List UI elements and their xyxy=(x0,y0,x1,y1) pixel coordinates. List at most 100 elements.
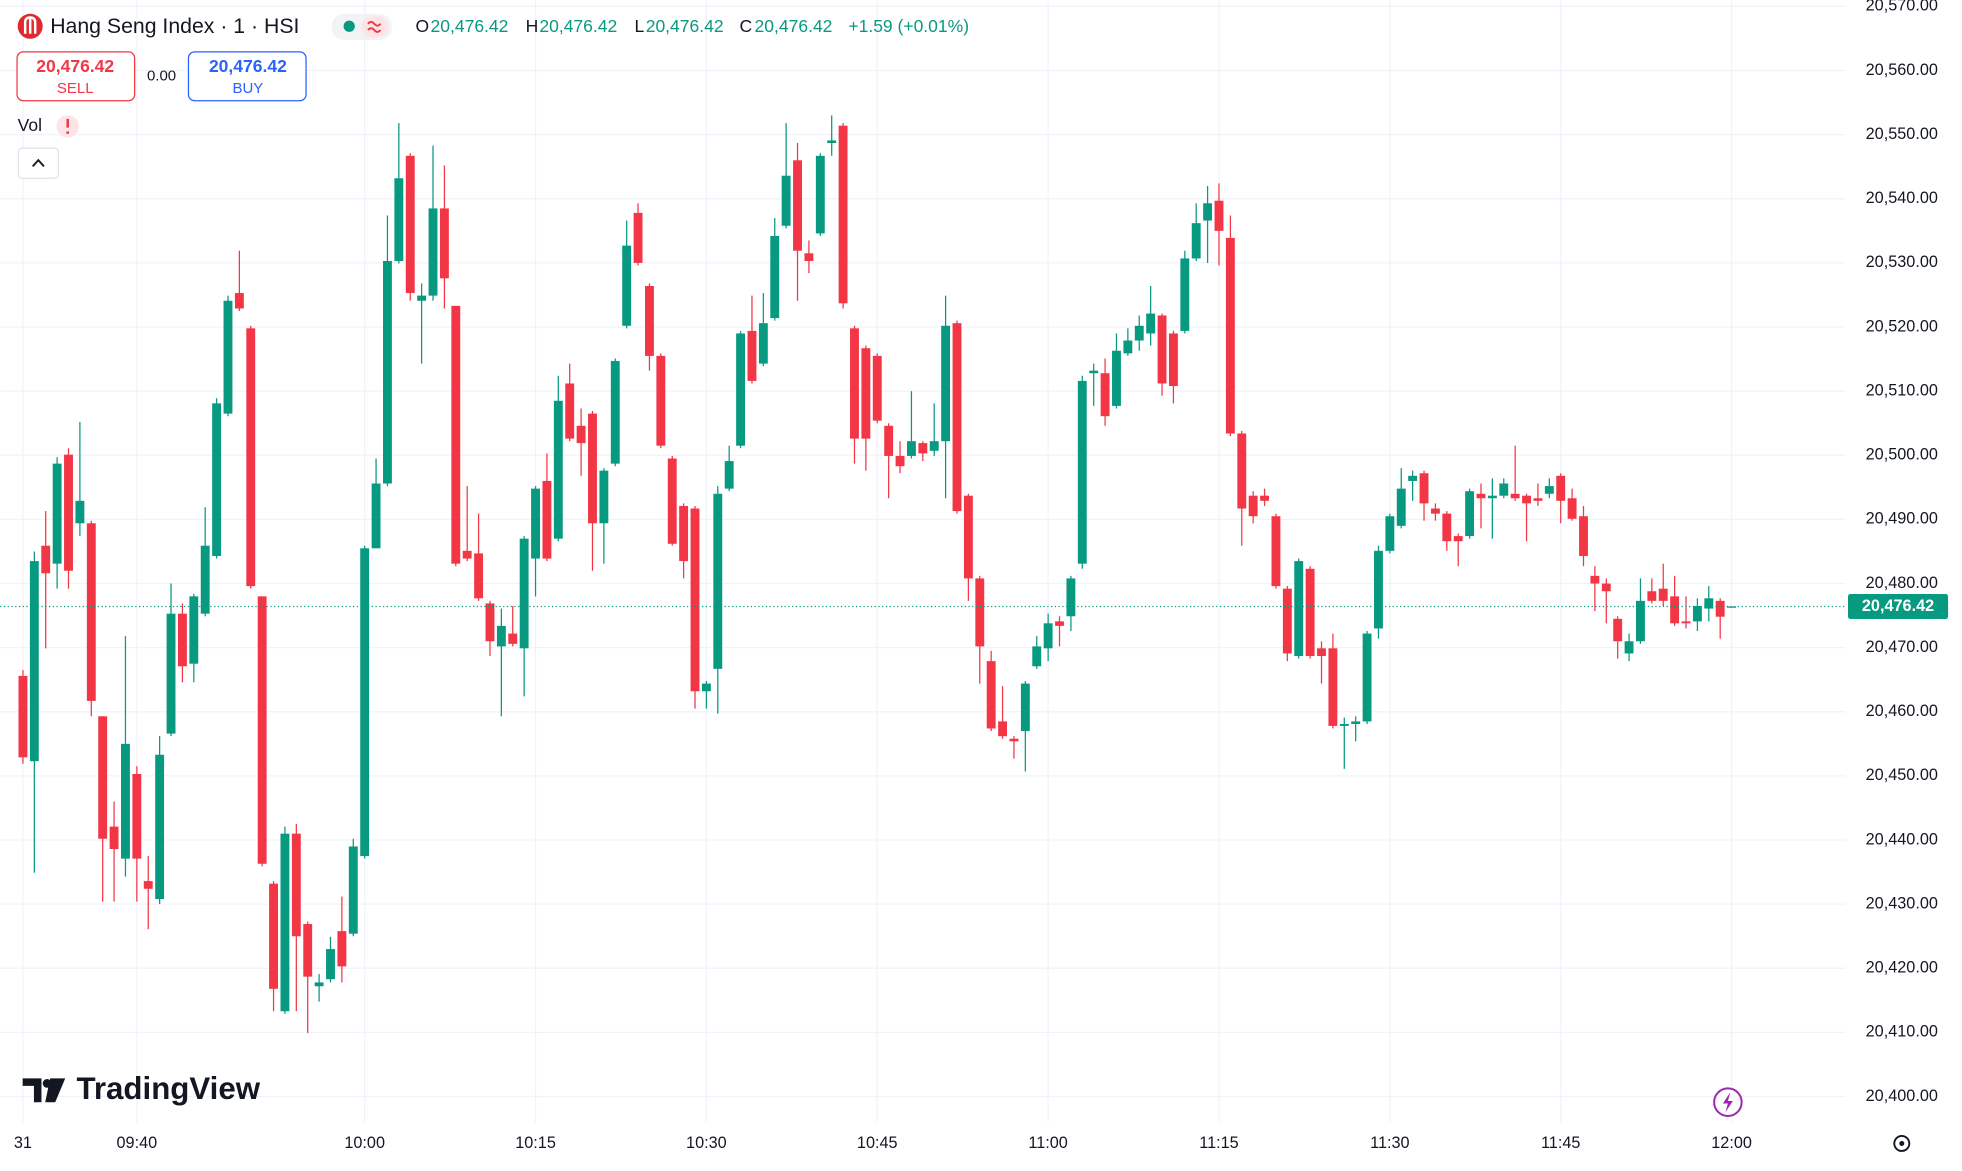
candle-body xyxy=(1430,508,1440,514)
candle-body xyxy=(519,538,529,649)
candle-body xyxy=(941,325,951,442)
candle-body xyxy=(1009,738,1019,742)
settings-button[interactable] xyxy=(1893,1135,1911,1152)
candle-body xyxy=(713,493,723,669)
candle-body xyxy=(348,846,358,934)
candle-body xyxy=(1442,513,1452,542)
y-tick-label: 20,440.00 xyxy=(1866,830,1938,848)
candle-body xyxy=(667,458,677,544)
candle-body xyxy=(1214,200,1224,231)
candle-body xyxy=(18,675,28,758)
candle-body xyxy=(1112,350,1121,406)
x-tick-label: 11:00 xyxy=(1028,1134,1067,1152)
candle-body xyxy=(109,826,119,850)
candle-body xyxy=(246,328,256,587)
candle-body xyxy=(223,300,233,414)
x-tick-label: 11:45 xyxy=(1541,1134,1580,1152)
candle-body xyxy=(1191,223,1201,259)
y-tick-label: 20,400.00 xyxy=(1866,1087,1938,1105)
candle-body xyxy=(861,348,871,439)
candle-body xyxy=(52,463,62,564)
collapse-button[interactable] xyxy=(17,147,59,179)
candle-body xyxy=(553,400,563,539)
candle-body xyxy=(610,361,620,464)
ohlc-value: 20,476.42 xyxy=(539,16,617,36)
candle-body xyxy=(485,603,495,642)
candle-body xyxy=(234,293,244,309)
candle-body xyxy=(850,328,859,439)
candle-body xyxy=(394,178,404,261)
candle-body xyxy=(1692,605,1702,622)
x-tick-label: 10:00 xyxy=(344,1134,385,1152)
candle-body xyxy=(1134,325,1144,341)
candle-body xyxy=(838,125,848,304)
candle-body xyxy=(1237,433,1247,509)
candle-body xyxy=(291,833,301,937)
candle-body xyxy=(462,550,472,559)
y-tick-label: 20,410.00 xyxy=(1866,1023,1938,1041)
candle-body xyxy=(155,754,165,900)
indicator-name[interactable]: Vol xyxy=(18,115,42,135)
y-tick-label: 20,540.00 xyxy=(1866,189,1938,207)
market-open-dot xyxy=(343,20,355,32)
candle-body xyxy=(1670,596,1680,624)
candle-body xyxy=(303,924,313,977)
candle-body xyxy=(508,633,518,644)
x-tick-label: 11:15 xyxy=(1199,1134,1238,1152)
candle-body xyxy=(1647,591,1657,601)
candle-body xyxy=(474,553,484,599)
candle-body xyxy=(1590,575,1600,584)
candle-body xyxy=(1499,483,1509,496)
candle-body xyxy=(1374,550,1383,629)
candle-body xyxy=(371,483,381,549)
candle-body xyxy=(1020,683,1030,732)
candle-body xyxy=(1146,313,1156,334)
candle-body xyxy=(200,545,210,614)
candle-body xyxy=(1419,473,1429,504)
candle-body xyxy=(1055,621,1064,626)
candle-body xyxy=(41,545,51,574)
candle-body xyxy=(599,470,609,524)
candle-body xyxy=(929,441,939,451)
settings-icon xyxy=(1899,1140,1905,1146)
candle-body xyxy=(1567,498,1577,519)
x-tick-label: 10:30 xyxy=(686,1134,727,1152)
alert-icon xyxy=(1722,1092,1733,1113)
candle-body xyxy=(132,774,142,859)
candle-body xyxy=(280,833,290,1012)
y-tick-label: 20,550.00 xyxy=(1866,125,1938,143)
candle-body xyxy=(1305,568,1315,657)
candle-body xyxy=(417,295,427,301)
candle-body xyxy=(906,441,916,456)
change: +1.59 (+0.01%) xyxy=(848,16,969,36)
y-tick-label: 20,420.00 xyxy=(1866,959,1938,977)
y-tick-label: 20,480.00 xyxy=(1866,574,1938,592)
candle-body xyxy=(121,743,130,859)
candle-body xyxy=(1408,475,1418,481)
candle-body xyxy=(1681,621,1691,624)
candle-body xyxy=(314,982,324,987)
candles xyxy=(0,115,1846,1034)
x-tick-label: 10:15 xyxy=(515,1134,556,1152)
candle-body xyxy=(1487,495,1497,499)
candle-body xyxy=(1089,370,1099,374)
candle-body xyxy=(1168,333,1178,387)
y-tick-label: 20,520.00 xyxy=(1866,317,1938,335)
candle-body xyxy=(1556,475,1566,501)
symbol-title[interactable]: Hang Seng Index · 1 · HSI xyxy=(50,14,299,38)
buy-button[interactable] xyxy=(187,51,307,102)
candle-body xyxy=(326,949,335,980)
candle-body xyxy=(86,523,96,701)
candle-body xyxy=(1317,648,1326,657)
watermark-text: TradingView xyxy=(76,1071,260,1106)
candle-body xyxy=(166,613,176,734)
delayed-badge xyxy=(361,16,388,38)
candle-body xyxy=(736,333,746,446)
sell-button[interactable] xyxy=(16,51,136,102)
candle-body xyxy=(1636,600,1645,642)
candle-body xyxy=(98,716,108,839)
candle-body xyxy=(1077,380,1087,564)
buy-label: BUY xyxy=(232,80,263,97)
